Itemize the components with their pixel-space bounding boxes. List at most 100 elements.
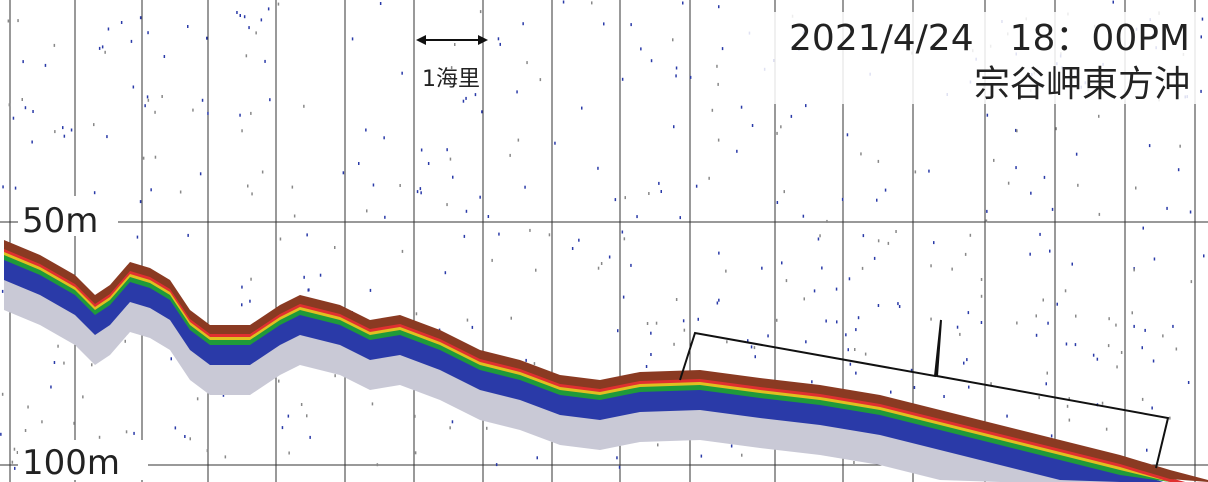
speckle bbox=[943, 395, 945, 398]
speckle bbox=[414, 415, 416, 418]
speckle bbox=[658, 182, 660, 185]
speckle bbox=[630, 264, 632, 267]
speckle bbox=[309, 436, 311, 439]
speckle bbox=[463, 100, 465, 103]
speckle bbox=[1108, 344, 1110, 347]
speckle bbox=[597, 167, 599, 170]
speckle bbox=[673, 125, 675, 128]
speckle bbox=[1038, 396, 1040, 399]
speckle bbox=[102, 45, 104, 48]
speckle bbox=[615, 198, 617, 201]
speckle bbox=[836, 320, 838, 323]
speckle bbox=[1132, 311, 1134, 314]
speckle bbox=[261, 18, 263, 21]
speckle bbox=[805, 340, 807, 343]
speckle bbox=[481, 110, 483, 113]
speckle bbox=[464, 235, 466, 238]
speckle bbox=[591, 1, 593, 4]
speckle bbox=[811, 380, 813, 383]
speckle bbox=[673, 343, 675, 346]
speckle bbox=[516, 90, 518, 93]
speckle bbox=[1077, 184, 1079, 187]
speckle bbox=[8, 20, 10, 23]
speckle bbox=[690, 76, 692, 79]
speckle bbox=[1067, 405, 1069, 408]
speckle bbox=[320, 274, 322, 277]
speckle bbox=[1166, 207, 1168, 210]
speckle bbox=[306, 233, 308, 236]
speckle bbox=[915, 170, 917, 173]
speckle bbox=[777, 201, 779, 204]
speckle bbox=[986, 220, 988, 223]
speckle bbox=[31, 141, 33, 144]
speckle bbox=[303, 276, 305, 279]
speckle bbox=[99, 436, 101, 439]
speckle bbox=[496, 463, 498, 466]
speckle bbox=[280, 238, 282, 241]
speckle bbox=[981, 321, 983, 324]
speckle bbox=[623, 296, 625, 299]
speckle bbox=[716, 65, 718, 68]
speckle bbox=[786, 279, 788, 282]
speckle bbox=[874, 257, 876, 260]
speckle bbox=[928, 170, 930, 173]
speckle bbox=[126, 430, 128, 433]
speckle bbox=[12, 461, 14, 464]
speckle bbox=[930, 264, 932, 267]
speckle bbox=[930, 318, 932, 321]
speckle bbox=[187, 25, 189, 28]
speckle bbox=[701, 455, 703, 458]
speckle bbox=[1016, 129, 1018, 132]
speckle bbox=[1179, 145, 1181, 148]
speckle bbox=[683, 319, 685, 322]
speckle bbox=[278, 380, 280, 383]
speckle bbox=[1121, 351, 1123, 354]
speckle bbox=[32, 110, 34, 113]
speckle bbox=[640, 47, 642, 50]
speckle bbox=[420, 191, 422, 194]
speckle bbox=[847, 133, 849, 136]
speckle bbox=[133, 432, 135, 435]
speckle bbox=[251, 192, 253, 195]
speckle bbox=[383, 136, 385, 139]
speckle bbox=[853, 461, 855, 464]
speckle bbox=[518, 139, 520, 142]
speckle bbox=[334, 246, 336, 249]
speckle bbox=[1172, 325, 1174, 328]
speckle bbox=[454, 43, 456, 46]
speckle bbox=[278, 3, 280, 6]
speckle bbox=[446, 203, 448, 206]
speckle bbox=[1049, 250, 1051, 253]
speckle bbox=[192, 109, 194, 112]
speckle bbox=[1075, 315, 1077, 318]
speckle bbox=[849, 277, 851, 280]
speckle bbox=[601, 262, 603, 265]
speckle bbox=[722, 47, 724, 50]
speckle bbox=[848, 348, 850, 351]
speckle bbox=[373, 184, 375, 187]
speckle bbox=[646, 365, 648, 368]
speckle bbox=[933, 241, 935, 244]
speckle bbox=[99, 47, 101, 50]
speckle bbox=[154, 111, 156, 114]
speckle bbox=[888, 242, 890, 245]
speckle bbox=[137, 236, 139, 239]
speckle bbox=[1043, 299, 1045, 302]
speckle bbox=[1036, 334, 1038, 337]
speckle bbox=[197, 397, 199, 400]
speckle bbox=[244, 15, 246, 18]
speckle bbox=[17, 19, 19, 22]
speckle bbox=[1133, 268, 1135, 271]
speckle bbox=[656, 322, 658, 325]
speckle bbox=[752, 124, 754, 127]
speckle bbox=[399, 184, 401, 187]
speckle bbox=[1191, 280, 1193, 283]
speckle bbox=[1153, 360, 1155, 363]
speckle bbox=[708, 177, 710, 180]
speckle bbox=[479, 196, 481, 199]
depth-label: 50m bbox=[22, 201, 98, 241]
speckle bbox=[294, 215, 296, 218]
speckle bbox=[981, 295, 983, 298]
speckle bbox=[717, 83, 719, 86]
speckle bbox=[970, 234, 972, 237]
